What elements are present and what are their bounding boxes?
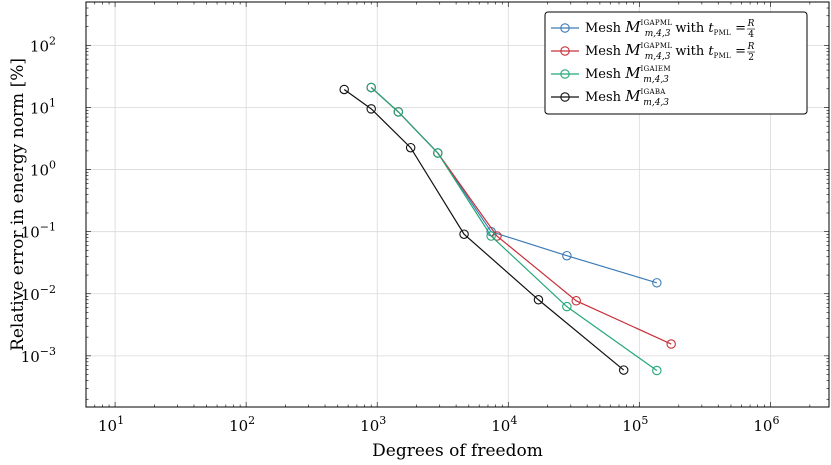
legend-label-cont: with tPML = — [675, 44, 746, 60]
data-point — [652, 278, 662, 288]
x-tick-label: 102 — [229, 414, 255, 435]
y-tick-label: 10−1 — [21, 221, 56, 242]
series-line — [370, 87, 658, 372]
legend-label: Mesh MIGABA — [585, 87, 666, 105]
legend-fraction-num: R — [747, 19, 755, 29]
data-point — [366, 82, 376, 93]
x-tick-label: 104 — [491, 414, 517, 435]
legend-fraction-num: R — [747, 42, 755, 52]
data-point — [666, 339, 676, 349]
data-point — [433, 148, 443, 158]
data-point — [393, 107, 404, 117]
legend-subscript: m,4,3 — [645, 52, 671, 62]
legend-label-cont: with tPML = — [675, 21, 746, 37]
data-point — [492, 231, 502, 241]
x-tick-label: 106 — [753, 414, 779, 435]
y-tick-label: 102 — [30, 34, 56, 55]
data-point — [562, 250, 572, 261]
legend-subscript: m,4,3 — [645, 29, 671, 39]
y-tick-label: 100 — [30, 159, 56, 180]
data-point — [533, 295, 544, 305]
series-line — [343, 88, 625, 371]
y-tick-label: 10−2 — [21, 283, 56, 304]
data-point — [486, 231, 496, 241]
legend-swatch-marker — [560, 46, 570, 56]
x-axis-title: Degrees of freedom — [372, 441, 543, 461]
y-tick-label: 101 — [30, 96, 56, 117]
series-line — [370, 87, 672, 345]
x-tick-label: 103 — [360, 414, 386, 435]
tick-labels: 101 102 103 104 105 106 10−3 10−2 10−1 100 101 102 — [21, 34, 780, 435]
legend-subscript: m,4,3 — [643, 75, 669, 85]
legend-swatch-marker — [560, 69, 570, 79]
x-tick-label: 105 — [622, 414, 648, 435]
legend-swatch-marker — [560, 23, 570, 33]
legend-swatch-marker — [560, 92, 570, 102]
legend-subscript: m,4,3 — [643, 98, 669, 108]
legend-label: Mesh MIGAIEM — [585, 64, 671, 82]
data-point — [459, 229, 469, 239]
x-tick-label: 101 — [98, 414, 124, 435]
series-3 — [366, 82, 662, 376]
legend-label: Mesh MIGAPML — [585, 18, 672, 36]
data-point — [405, 142, 416, 153]
series-layer — [339, 82, 676, 376]
series-line — [370, 87, 658, 284]
series-2 — [366, 82, 676, 349]
plot-frame — [85, 1, 830, 408]
data-point — [618, 365, 629, 375]
legend-label: Mesh MIGAPML — [585, 41, 672, 59]
y-axis-title: Relative error in energy norm [%] — [8, 58, 28, 351]
data-point — [652, 365, 662, 376]
ticks — [85, 1, 829, 407]
series-4 — [339, 84, 629, 375]
data-point — [339, 84, 349, 95]
legend-fraction-den: 2 — [748, 53, 754, 63]
y-tick-label: 10−3 — [21, 345, 56, 366]
legend-box — [544, 11, 808, 115]
data-point — [562, 301, 572, 312]
data-point — [571, 296, 581, 306]
legend-fraction-den: 4 — [748, 30, 754, 40]
data-point — [366, 104, 376, 114]
